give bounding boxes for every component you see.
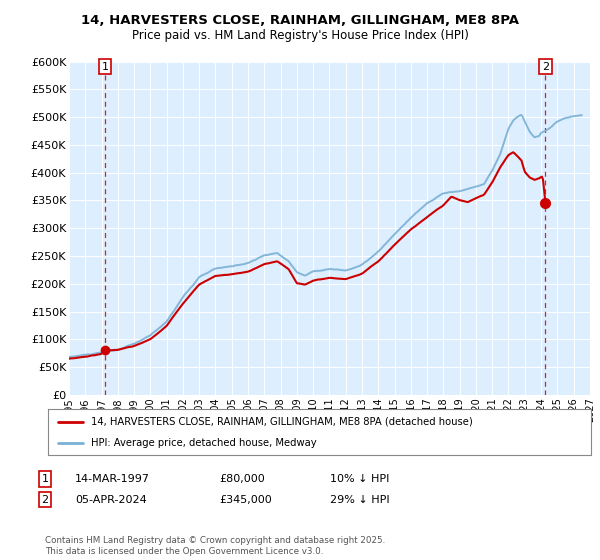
Text: Contains HM Land Registry data © Crown copyright and database right 2025.
This d: Contains HM Land Registry data © Crown c… [45, 536, 385, 556]
Text: 14-MAR-1997: 14-MAR-1997 [75, 474, 150, 484]
Text: 1: 1 [41, 474, 49, 484]
Text: HPI: Average price, detached house, Medway: HPI: Average price, detached house, Medw… [91, 438, 317, 448]
Text: 14, HARVESTERS CLOSE, RAINHAM, GILLINGHAM, ME8 8PA (detached house): 14, HARVESTERS CLOSE, RAINHAM, GILLINGHA… [91, 417, 473, 427]
Text: 1: 1 [101, 62, 109, 72]
Text: 14, HARVESTERS CLOSE, RAINHAM, GILLINGHAM, ME8 8PA: 14, HARVESTERS CLOSE, RAINHAM, GILLINGHA… [81, 14, 519, 27]
Text: 05-APR-2024: 05-APR-2024 [75, 494, 147, 505]
Text: £80,000: £80,000 [219, 474, 265, 484]
Text: 2: 2 [542, 62, 549, 72]
Text: 10% ↓ HPI: 10% ↓ HPI [330, 474, 389, 484]
Text: 29% ↓ HPI: 29% ↓ HPI [330, 494, 389, 505]
Text: £345,000: £345,000 [219, 494, 272, 505]
Text: Price paid vs. HM Land Registry's House Price Index (HPI): Price paid vs. HM Land Registry's House … [131, 29, 469, 42]
Text: 2: 2 [41, 494, 49, 505]
